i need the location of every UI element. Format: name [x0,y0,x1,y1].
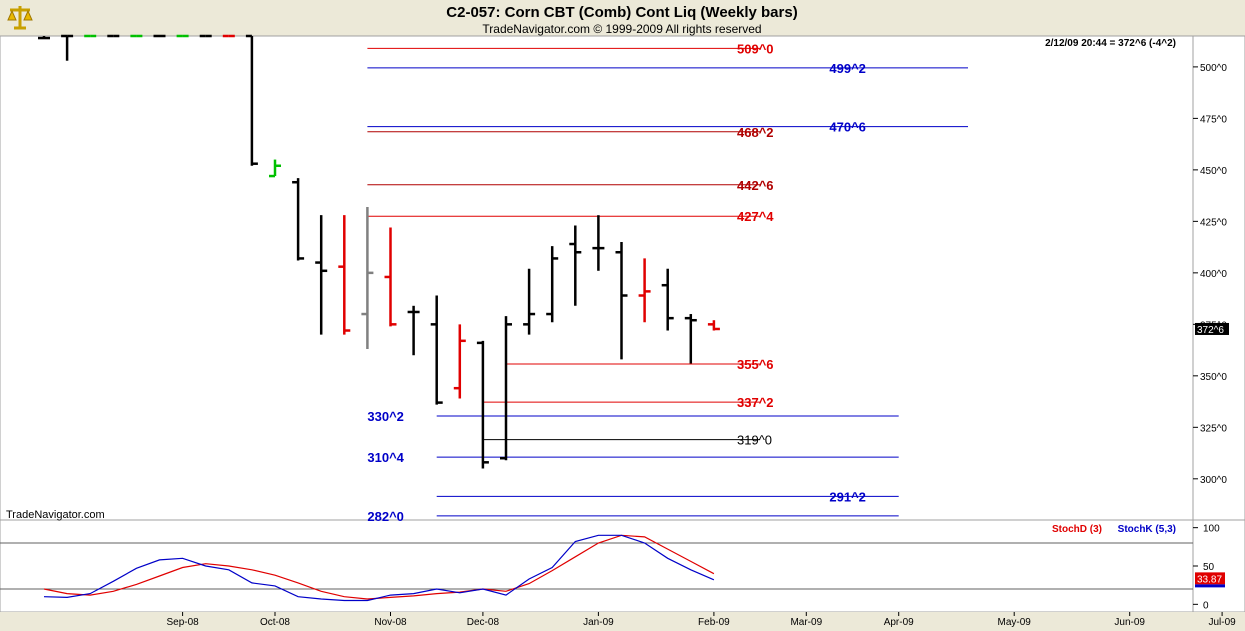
watermark-text: TradeNavigator.com [6,509,105,521]
level-label: 427^4 [737,209,774,224]
ohlc-bar[interactable] [407,305,420,356]
level-label: 282^0 [367,509,404,524]
price-tick-label: 425^0 [1200,217,1227,228]
level-label: 442^6 [737,178,774,193]
readout-text: 2/12/09 20:44 = 372^6 (-4^2) [1045,38,1176,49]
ohlc-bar[interactable] [292,178,305,261]
legend-stochd: StochD (3) [1052,524,1102,535]
ohlc-bar[interactable] [430,295,443,405]
stoch-series-line [43,534,715,602]
date-tick-label: Oct-08 [260,617,290,628]
copyright-text: TradeNavigator.com © 1999-2009 All right… [482,22,761,36]
price-tick-label: 350^0 [1200,372,1227,383]
stoch-readout-tag [1195,572,1225,585]
ohlc-bar[interactable] [569,225,582,306]
ohlc-bar[interactable] [38,36,50,40]
level-label: 319^0 [737,433,772,448]
level-label: 310^4 [367,450,404,465]
price-tick-label: 475^0 [1200,114,1227,125]
last-price-label: 372^6 [1197,325,1224,336]
date-tick-label: Jun-09 [1114,617,1145,628]
stoch-readout-label: 33.87 [1197,574,1222,585]
scales-icon [3,2,37,32]
price-tick-label: 300^0 [1200,475,1227,486]
stoch-plot-area [0,519,1194,613]
legend-stochk: StochK (5,3) [1118,524,1176,535]
level-label: 337^2 [737,395,774,410]
price-plot-area [0,35,1194,521]
ohlc-bar[interactable] [384,227,397,327]
level-label: 470^6 [829,120,866,135]
price-tick-label: 450^0 [1200,166,1227,177]
ohlc-bar[interactable] [684,314,697,364]
date-tick-label: Mar-09 [790,617,822,628]
stoch-tick-label: 50 [1203,562,1215,573]
header: C2-057: Corn CBT (Comb) Cont Liq (Weekly… [3,2,798,36]
date-tick-label: Sep-08 [166,617,199,628]
ohlc-bar[interactable] [245,34,258,166]
date-tick-label: Jan-09 [583,617,614,628]
ohlc-bar[interactable] [269,159,281,178]
level-label: 509^0 [737,41,774,56]
ohlc-bar[interactable] [661,268,674,331]
ohlc-bar[interactable] [476,340,489,469]
date-tick-label: May-09 [998,617,1032,628]
last-price-tag [1195,322,1229,335]
ohlc-bar[interactable] [338,215,351,335]
date-tick-label: Apr-09 [884,617,914,628]
price-tick-label: 325^0 [1200,423,1227,434]
stoch-readout-tag-k [1195,584,1225,588]
level-label: 355^6 [737,357,774,372]
ohlc-bar[interactable] [615,241,628,360]
date-tick-label: Feb-09 [698,617,730,628]
date-tick-label: Jul-09 [1208,617,1236,628]
price-tick-label: 400^0 [1200,269,1227,280]
ohlc-bar[interactable] [523,268,536,335]
ohlc-bar[interactable] [361,206,374,350]
level-label: 468^2 [737,125,774,140]
ohlc-bar[interactable] [546,246,559,323]
ohlc-bar[interactable] [453,324,466,399]
date-tick-label: Nov-08 [374,617,407,628]
level-label: 291^2 [829,489,866,504]
stoch-axis-area [1192,519,1245,613]
chart-title: C2-057: Corn CBT (Comb) Cont Liq (Weekly… [446,4,797,21]
ohlc-bar[interactable] [315,215,328,335]
ohlc-bar[interactable] [500,316,512,461]
price-axis-area [1192,35,1245,521]
ohlc-bar[interactable] [592,215,605,271]
date-axis-area [0,612,1245,631]
price-tick-label: 500^0 [1200,63,1227,74]
level-label: 499^2 [829,61,866,76]
date-tick-label: Dec-08 [467,617,500,628]
ohlc-bar[interactable] [638,258,651,323]
ohlc-bar[interactable] [707,320,720,331]
stoch-tick-label: 100 [1203,524,1220,535]
level-label: 330^2 [367,409,404,424]
ohlc-bar[interactable] [61,34,74,61]
stoch-tick-label: 0 [1203,600,1209,611]
